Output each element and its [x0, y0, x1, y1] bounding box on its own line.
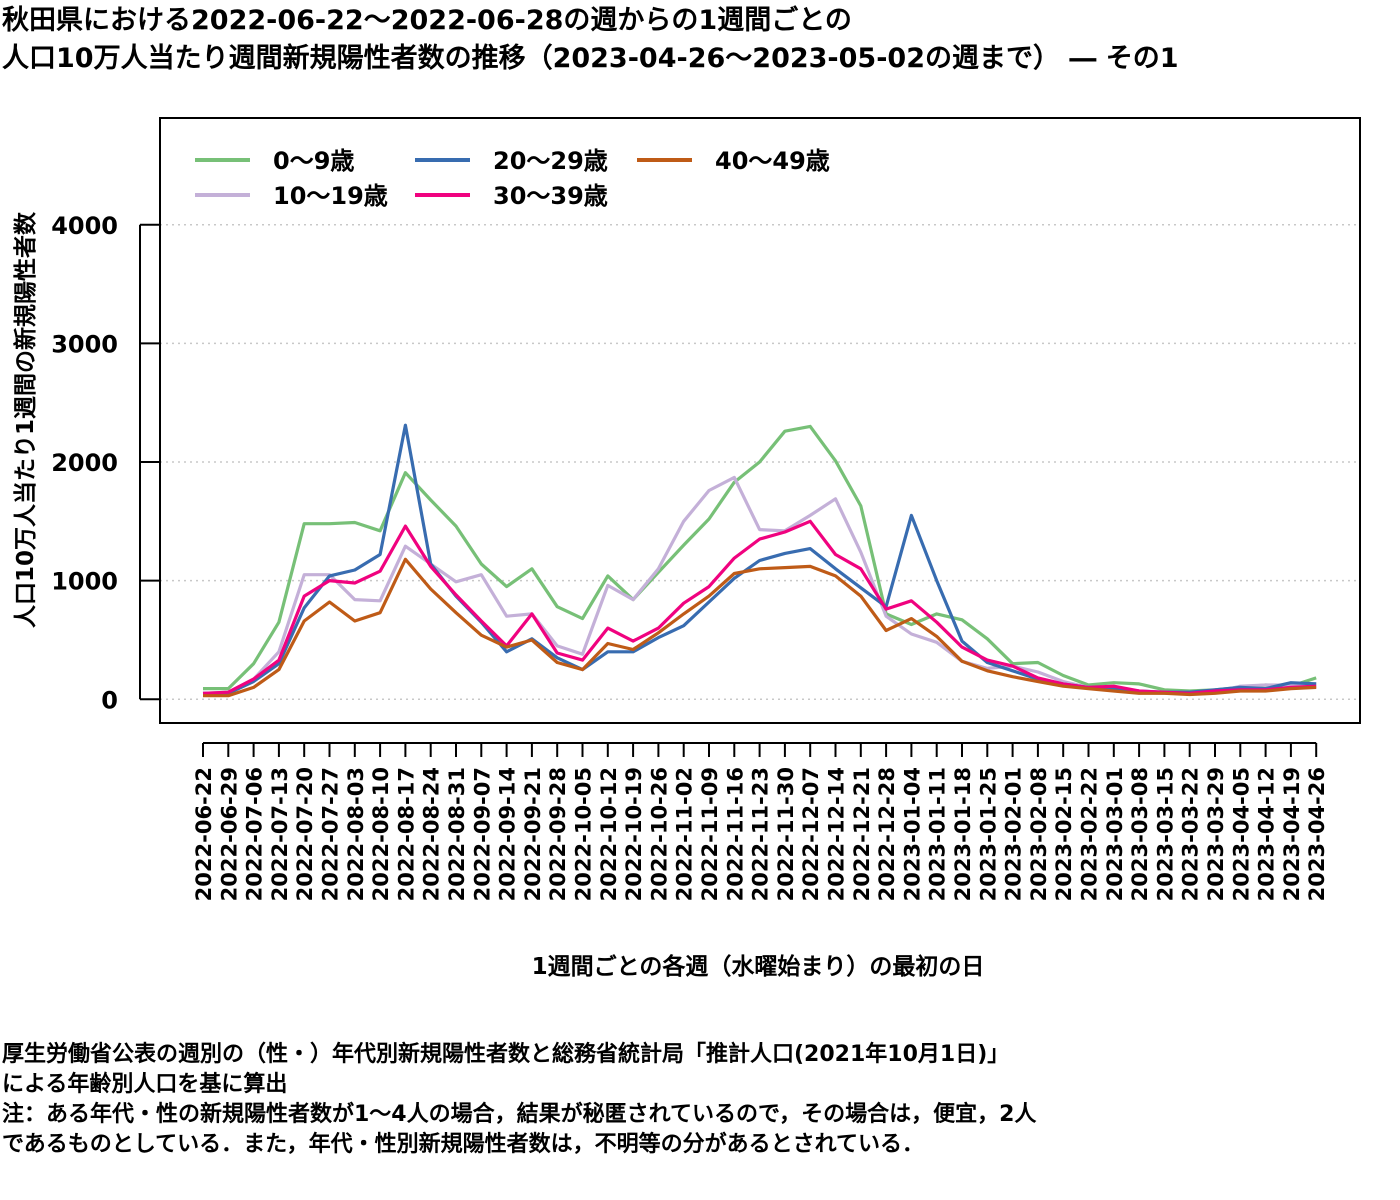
plot-frame — [159, 117, 1361, 724]
legend-label: 0〜9歳 — [273, 147, 354, 175]
x-tick-label: 2023-01-25 — [976, 767, 1000, 901]
series-line — [202, 475, 1317, 695]
x-tick-label: 2022-06-29 — [217, 767, 241, 901]
series-line — [203, 424, 1317, 693]
series-line — [203, 423, 1317, 695]
y-axis: 0 1000 2000 3000 4000 — [51, 212, 160, 714]
legend-label: 40〜49歳 — [715, 147, 830, 175]
x-tick-label: 2022-07-20 — [293, 767, 317, 901]
x-axis-label: 1週間ごとの各週（水曜始まり）の最初の日 — [532, 953, 985, 980]
x-tick-label: 2023-03-29 — [1204, 767, 1228, 901]
series-lines — [202, 423, 1317, 698]
chart-title-line-2: 人口10万人当たり週間新規陽性者数の推移（2023-04-26〜2023-05-… — [2, 43, 1179, 74]
x-tick-label: 2022-11-16 — [723, 767, 747, 901]
x-tick-label: 2022-07-27 — [319, 767, 343, 901]
source-notes: 厚生労働省公表の週別の（性・）年代別新規陽性者数と総務省統計局「推計人口(202… — [2, 1040, 1036, 1160]
x-tick-label: 2022-12-28 — [875, 767, 899, 901]
x-tick-label: 2022-11-02 — [673, 767, 697, 901]
x-tick-label: 2023-04-05 — [1229, 767, 1253, 901]
y-tick-label: 2000 — [51, 449, 118, 477]
x-tick-label: 2022-12-07 — [799, 767, 823, 901]
note-line-2: による年齢別人口を基に算出 — [2, 1072, 288, 1097]
legend-label: 20〜29歳 — [493, 147, 608, 175]
x-tick-label: 2022-10-12 — [597, 767, 621, 901]
x-tick-label: 2022-09-14 — [496, 767, 520, 901]
x-tick-label: 2023-03-01 — [1103, 767, 1127, 901]
note-line-1: 厚生労働省公表の週別の（性・）年代別新規陽性者数と総務省統計局「推計人口(202… — [2, 1042, 1010, 1067]
x-tick-label: 2023-01-11 — [926, 767, 950, 901]
note-line-3: 注：ある年代・性の新規陽性者数が1〜4人の場合，結果が秘匿されているので，その場… — [2, 1102, 1037, 1127]
x-tick-label: 2023-04-19 — [1280, 767, 1304, 901]
x-tick-label: 2022-11-09 — [698, 767, 722, 901]
x-tick-label: 2023-02-22 — [1078, 767, 1102, 901]
x-tick-label: 2023-03-08 — [1128, 767, 1152, 901]
x-tick-label: 2022-08-17 — [394, 767, 418, 901]
x-axis: 2022-06-22 2022-06-29 2022-07-06 2022-07-13… — [192, 742, 1329, 901]
x-tick-label: 2023-03-15 — [1153, 767, 1177, 901]
x-tick-label: 2023-01-04 — [900, 767, 924, 901]
x-tick-label: 2022-10-26 — [647, 767, 671, 901]
x-tick-label: 2022-09-28 — [546, 767, 570, 901]
series-line — [203, 557, 1317, 698]
x-tick-label: 2022-09-21 — [521, 767, 545, 901]
y-tick-label: 0 — [101, 686, 118, 714]
x-tick-label: 2022-10-05 — [572, 767, 596, 901]
x-tick-label: 2022-12-21 — [850, 767, 874, 901]
x-tick-label: 2022-08-31 — [445, 767, 469, 901]
x-tick-label: 2022-09-07 — [470, 767, 494, 901]
y-tick-label: 4000 — [51, 212, 118, 240]
y-tick-label: 3000 — [51, 330, 118, 358]
x-tick-label: 2022-12-14 — [825, 767, 849, 901]
chart-title: 秋田県における2022-06-22〜2022-06-28の週からの1週間ごとの … — [2, 2, 1179, 78]
x-tick-label: 2023-01-18 — [951, 767, 975, 901]
x-tick-label: 2023-02-08 — [1027, 767, 1051, 901]
x-tick-label: 2022-07-06 — [243, 767, 267, 901]
legend-label: 10〜19歳 — [273, 182, 388, 210]
x-tick-label: 2023-04-26 — [1305, 767, 1329, 901]
x-tick-label: 2022-07-13 — [268, 767, 292, 901]
note-line-4: であるものとしている．また，年代・性別新規陽性者数は，不明等の分があるとされてい… — [2, 1132, 925, 1157]
x-tick-label: 2023-02-15 — [1052, 767, 1076, 901]
chart-title-line-1: 秋田県における2022-06-22〜2022-06-28の週からの1週間ごとの — [2, 5, 852, 36]
series-line — [202, 519, 1317, 695]
x-tick-label: 2022-08-10 — [369, 767, 393, 901]
x-tick-label: 2023-02-01 — [1002, 767, 1026, 901]
x-tick-label: 2022-11-30 — [774, 767, 798, 901]
x-tick-label: 2022-06-22 — [192, 767, 216, 901]
legend: 0〜9歳 10〜19歳 20〜29歳 30〜39歳 40〜49歳 — [195, 147, 830, 210]
y-tick-label: 1000 — [51, 568, 118, 596]
x-tick-label: 2022-08-24 — [420, 767, 444, 901]
x-tick-label: 2022-08-03 — [344, 767, 368, 901]
x-tick-label: 2023-04-12 — [1255, 767, 1279, 901]
y-axis-label: 人口10万人当たり1週間の新規陽性者数 — [12, 211, 39, 628]
x-tick-label: 2023-03-22 — [1179, 767, 1203, 901]
x-tick-label: 2022-10-19 — [622, 767, 646, 901]
legend-label: 30〜39歳 — [493, 182, 608, 210]
x-tick-label: 2022-11-23 — [749, 767, 773, 901]
